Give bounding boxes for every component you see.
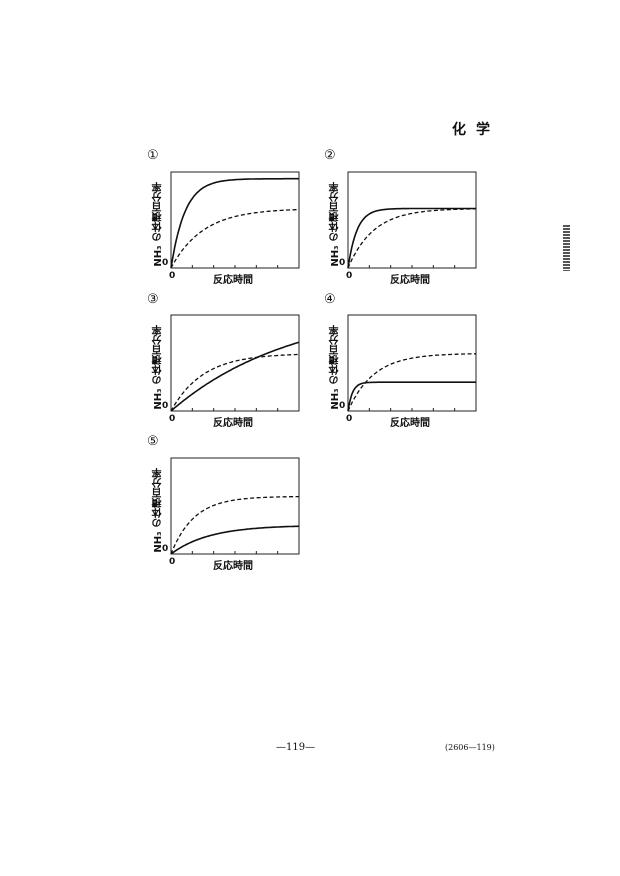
curve-dashed: [170, 495, 299, 555]
chart-number: ⑤: [147, 434, 159, 449]
y-axis-label: NH₃ の体積百分率: [153, 468, 164, 553]
curve-dashed: [170, 353, 299, 412]
curve-solid: [170, 177, 299, 269]
y-origin-label: 0: [162, 401, 169, 411]
x-origin-label: 0: [346, 271, 353, 281]
y-axis-label: NH₃ の体積百分率: [153, 182, 164, 267]
plot-frame: [170, 314, 300, 412]
curve-solid: [347, 207, 476, 269]
x-origin-label: 0: [346, 414, 353, 424]
curve-solid: [347, 381, 476, 412]
plot-frame: [347, 171, 477, 269]
x-axis-label: 反応時間: [213, 418, 253, 429]
plot-frame: [170, 171, 300, 269]
x-origin-label: 0: [169, 271, 176, 281]
curve-solid: [170, 341, 300, 412]
y-origin-label: 0: [339, 258, 346, 268]
x-origin-label: 0: [169, 414, 176, 424]
page-code: (2606—119): [445, 743, 495, 752]
chart-number: ④: [324, 292, 336, 307]
page-number: —119—: [276, 742, 316, 753]
x-axis-label: 反応時間: [390, 275, 430, 286]
plot-area: [170, 314, 300, 412]
plot-area: [170, 171, 300, 269]
chart-number: ③: [147, 292, 159, 307]
subject-heading: 化学: [452, 122, 500, 138]
y-axis-label: NH₃ の体積百分率: [153, 325, 164, 410]
y-origin-label: 0: [162, 258, 169, 268]
x-origin-label: 0: [169, 557, 176, 567]
plot-frame: [347, 314, 477, 412]
y-axis-label: NH₃ の体積百分率: [330, 182, 341, 267]
x-axis-label: 反応時間: [213, 561, 253, 572]
side-index-mark: [563, 225, 570, 271]
curve-dashed: [347, 353, 476, 412]
x-axis-label: 反応時間: [213, 275, 253, 286]
y-axis-label: NH₃ の体積百分率: [330, 325, 341, 410]
curve-dashed: [347, 208, 476, 269]
x-axis-label: 反応時間: [390, 418, 430, 429]
plot-area: [347, 314, 477, 412]
chart-number: ①: [147, 148, 159, 163]
curve-dashed: [170, 208, 299, 269]
curve-solid: [170, 525, 300, 555]
plot-area: [170, 457, 300, 555]
plot-frame: [170, 457, 300, 555]
plot-area: [347, 171, 477, 269]
y-origin-label: 0: [162, 544, 169, 554]
chart-number: ②: [324, 148, 336, 163]
y-origin-label: 0: [339, 401, 346, 411]
